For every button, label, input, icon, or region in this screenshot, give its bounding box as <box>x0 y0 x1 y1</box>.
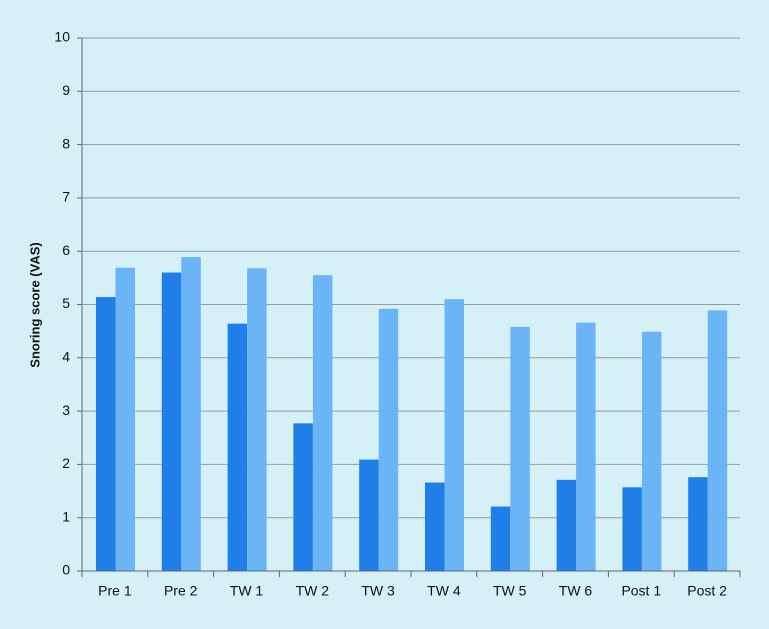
y-tick-label: 8 <box>62 135 70 151</box>
bar <box>556 479 577 571</box>
bar <box>247 268 267 571</box>
bar <box>115 267 135 571</box>
x-tick-label: TW 4 <box>427 583 461 599</box>
bar <box>359 459 379 571</box>
bar <box>510 326 530 571</box>
y-tick-label: 3 <box>62 402 70 418</box>
bar <box>444 299 464 571</box>
x-tick-label: TW 1 <box>230 583 264 599</box>
x-tick-label: TW 3 <box>361 583 395 599</box>
y-tick-label: 2 <box>62 455 70 471</box>
y-tick-label: 7 <box>62 189 70 205</box>
y-tick-label: 10 <box>54 29 70 45</box>
bar <box>378 308 399 571</box>
bar <box>688 477 708 571</box>
bar <box>490 506 511 571</box>
y-axis-label: Snoring score (VAS) <box>27 242 42 367</box>
y-tick-label: 6 <box>62 242 70 258</box>
bar <box>227 323 248 571</box>
x-tick-label: Post 1 <box>621 583 661 599</box>
y-tick-label: 1 <box>62 508 70 524</box>
bar <box>181 257 201 571</box>
bar <box>576 322 596 571</box>
bar <box>96 297 116 571</box>
x-tick-label: Pre 2 <box>164 583 198 599</box>
bar <box>161 272 182 571</box>
bar <box>425 482 445 571</box>
bar <box>707 310 728 571</box>
x-tick-label: TW 2 <box>296 583 330 599</box>
y-tick-label: 9 <box>62 82 70 98</box>
bar <box>641 331 662 571</box>
x-tick-label: Pre 1 <box>98 583 132 599</box>
bar <box>622 487 642 571</box>
y-tick-label: 4 <box>62 349 70 365</box>
x-tick-label: Post 2 <box>687 583 727 599</box>
bar <box>293 423 313 571</box>
x-tick-label: TW 5 <box>493 583 527 599</box>
x-tick-label: TW 6 <box>559 583 593 599</box>
y-tick-label: 0 <box>62 562 70 578</box>
y-tick-label: 5 <box>62 295 70 311</box>
bar <box>312 275 333 571</box>
